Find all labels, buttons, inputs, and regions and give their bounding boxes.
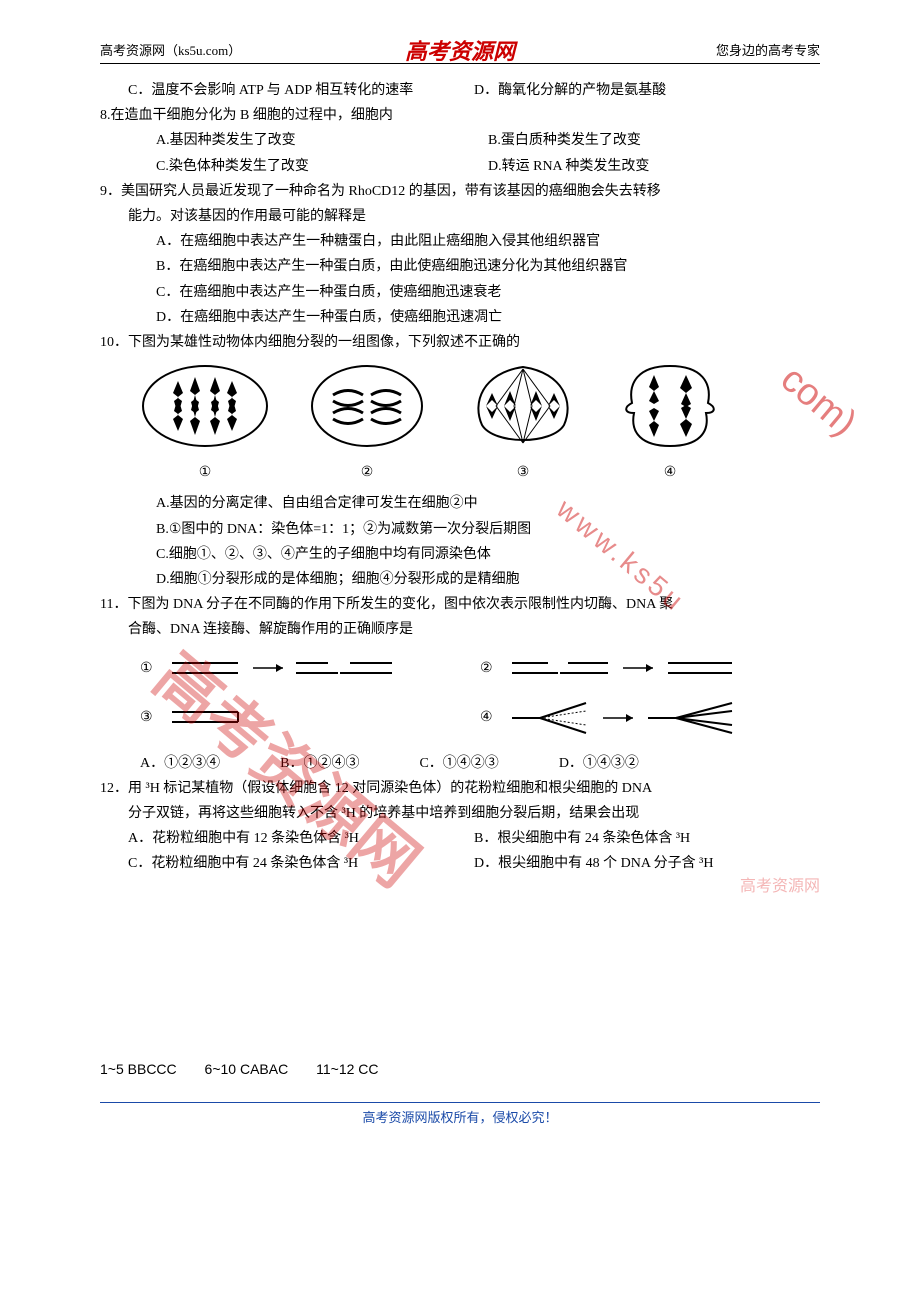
q10-cell-3-label: ③ [464,460,582,485]
q11-fig-3-num: ③ [140,705,158,730]
q11-choice-d: D．①④③② [559,751,639,776]
cell-diagram-4-icon [620,363,720,449]
footer-text: 高考资源网版权所有，侵权必究！ [100,1107,820,1136]
content-body: C．温度不会影响 ATP 与 ADP 相互转化的速率 D．酶氧化分解的产物是氨基… [100,78,820,1082]
answers-g1: 1~5 BBCCC [100,1061,177,1077]
q9-stem-2: 能力。对该基因的作用最可能的解释是 [100,204,820,229]
q12-option-a: A．花粉粒细胞中有 12 条染色体含 ³H [128,826,474,851]
q9-option-c: C．在癌细胞中表达产生一种蛋白质，使癌细胞迅速衰老 [100,280,820,305]
q12-option-c: C．花粉粒细胞中有 24 条染色体含 ³H [128,851,474,876]
q11-fig-3: ③ [140,697,480,739]
q11-choices: A．①②③④ B．①②④③ C．①④②③ D．①④③② [100,751,820,776]
q11-stem-2: 合酶、DNA 连接酶、解旋酶作用的正确顺序是 [100,617,820,642]
q11-fig-4: ④ [480,697,820,739]
q11-figure-row: ① ② [100,651,820,749]
q11-choice-c: C．①④②③ [419,751,498,776]
q8-row1: A.基因种类发生了改变 B.蛋白质种类发生了改变 [100,128,820,153]
q8-option-d: D.转运 RNA 种类发生改变 [488,154,820,179]
q11-fig-2: ② [480,651,820,687]
q10-cell-2-label: ② [308,460,426,485]
q9-option-d: D．在癌细胞中表达产生一种蛋白质，使癌细胞迅速凋亡 [100,305,820,330]
q11-fig-2-num: ② [480,656,498,681]
header-right: 您身边的高考专家 [716,40,820,59]
cell-diagram-1-icon [140,363,270,449]
q11-fig-1: ① [140,651,480,687]
q7-option-d: D．酶氧化分解的产物是氨基酸 [474,78,820,103]
q10-option-b: B.①图中的 DNA：染色体=1：1；②为减数第一次分裂后期图 [100,517,820,542]
q8-row2: C.染色体种类发生了改变 D.转运 RNA 种类发生改变 [100,154,820,179]
cell-diagram-2-icon [308,363,426,449]
q11-fig-1-num: ① [140,656,158,681]
page: 高考资源网（ks5u.com） 高考资源网 您身边的高考专家 com) www.… [0,0,920,1176]
answers-g2: 6~10 CABAC [205,1061,289,1077]
header-center: 高考资源网 [405,34,515,66]
answer-key: 1~5 BBCCC 6~10 CABAC 11~12 CC [100,1057,820,1082]
q9-option-a: A．在癌细胞中表达产生一种糖蛋白，由此阻止癌细胞入侵其他组织器官 [100,229,820,254]
dna-diagram-2-icon [508,651,738,687]
q10-option-a: A.基因的分离定律、自由组合定律可发生在细胞②中 [100,491,820,516]
q11-fig-4-num: ④ [480,705,498,730]
q8-option-c: C.染色体种类发生了改变 [156,154,488,179]
q10-cell-1: ① [140,363,270,485]
q11-choice-b: B．①②④③ [280,751,359,776]
q12-row1: A．花粉粒细胞中有 12 条染色体含 ³H B．根尖细胞中有 24 条染色体含 … [100,826,820,851]
q10-cell-1-label: ① [140,460,270,485]
q11-stem-1: 11．下图为 DNA 分子在不同酶的作用下所发生的变化，图中依次表示限制性内切酶… [100,592,820,617]
footer-divider [100,1102,820,1103]
q12-option-d: D．根尖细胞中有 48 个 DNA 分子含 ³H [474,851,820,876]
q10-figure-row: ① ② [100,363,820,485]
q9-option-b: B．在癌细胞中表达产生一种蛋白质，由此使癌细胞迅速分化为其他组织器官 [100,254,820,279]
q10-cell-4: ④ [620,363,720,485]
q10-stem: 10．下图为某雄性动物体内细胞分裂的一组图像，下列叙述不正确的 [100,330,820,355]
dna-diagram-3-icon [168,700,398,736]
q7-options: C．温度不会影响 ATP 与 ADP 相互转化的速率 D．酶氧化分解的产物是氨基… [100,78,820,103]
dna-diagram-1-icon [168,651,398,687]
q9-stem-1: 9．美国研究人员最近发现了一种命名为 RhoCD12 的基因，带有该基因的癌细胞… [100,179,820,204]
q10-option-d: D.细胞①分裂形成的是体细胞；细胞④分裂形成的是精细胞 [100,567,820,592]
q8-stem: 8.在造血干细胞分化为 B 细胞的过程中，细胞内 [100,103,820,128]
q8-option-b: B.蛋白质种类发生了改变 [488,128,820,153]
q7-option-c: C．温度不会影响 ATP 与 ADP 相互转化的速率 [128,78,474,103]
q10-cell-2: ② [308,363,426,485]
q10-option-c: C.细胞①、②、③、④产生的子细胞中均有同源染色体 [100,542,820,567]
header-left: 高考资源网（ks5u.com） [100,40,241,59]
q12-stem-1: 12．用 ³H 标记某植物（假设体细胞含 12 对同源染色体）的花粉粒细胞和根尖… [100,776,820,801]
q10-cell-4-label: ④ [620,460,720,485]
q8-option-a: A.基因种类发生了改变 [156,128,488,153]
answers-g3: 11~12 CC [316,1061,378,1077]
cell-diagram-3-icon [464,363,582,449]
dna-diagram-4-icon [508,697,768,739]
q12-option-b: B．根尖细胞中有 24 条染色体含 ³H [474,826,820,851]
q12-row2: C．花粉粒细胞中有 24 条染色体含 ³H D．根尖细胞中有 48 个 DNA … [100,851,820,876]
q10-cell-3: ③ [464,363,582,485]
page-header: 高考资源网（ks5u.com） 高考资源网 您身边的高考专家 [100,40,820,64]
q11-choice-a: A．①②③④ [140,751,220,776]
q12-stem-2: 分子双链，再将这些细胞转入不含 ³H 的培养基中培养到细胞分裂后期，结果会出现 [100,801,820,826]
